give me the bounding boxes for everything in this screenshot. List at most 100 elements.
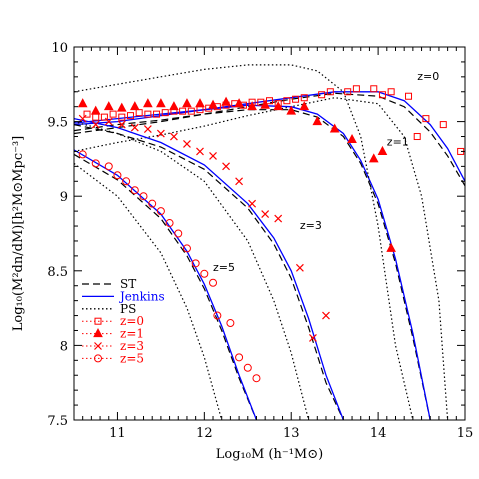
point-z=5	[191, 259, 200, 268]
point-z=0	[100, 113, 108, 121]
curve-st-z=3	[74, 124, 344, 420]
point-z=0	[439, 121, 447, 129]
curve-st-z=5	[74, 153, 258, 420]
curve-ps-z=0	[74, 97, 449, 420]
annotation-z=5: z=5	[213, 261, 235, 274]
point-z=1	[260, 99, 270, 109]
point-z=5	[104, 162, 113, 171]
point-z=3	[143, 125, 152, 133]
point-z=3	[309, 334, 317, 342]
y-tick-label: 9	[60, 190, 68, 205]
point-z=0	[326, 88, 334, 96]
point-z=0	[187, 107, 195, 115]
point-z=3	[261, 210, 270, 219]
point-z=0	[378, 91, 386, 99]
point-z=0	[300, 94, 308, 102]
point-z=0	[179, 107, 187, 115]
point-z=1	[90, 105, 101, 115]
x-tick-label: 13	[283, 426, 300, 441]
legend-marker-z=1	[93, 328, 103, 338]
point-z=3	[169, 132, 178, 141]
point-z=1	[195, 98, 205, 108]
point-z=3	[130, 123, 139, 132]
point-z=5	[113, 171, 122, 180]
point-z=1	[143, 98, 153, 108]
y-tick-label: 9.5	[47, 116, 68, 131]
point-z=5	[252, 374, 261, 383]
point-z=0	[292, 95, 300, 103]
point-z=3	[104, 117, 113, 126]
point-z=0	[153, 110, 161, 118]
point-z=0	[352, 85, 360, 93]
legend-label-z=3: z=3	[120, 339, 144, 353]
x-tick-label: 11	[109, 426, 126, 441]
point-z=0	[109, 110, 117, 118]
legend-label-st: ST	[120, 277, 136, 291]
curve-ps-z=5	[74, 162, 223, 420]
point-z=1	[156, 98, 166, 108]
curve-ps-z=3	[74, 121, 310, 420]
legend-marker-z=0	[94, 317, 102, 325]
x-tick-label: 14	[370, 426, 387, 441]
x-tick-label: 15	[457, 426, 474, 441]
point-z=0	[318, 91, 326, 99]
y-tick-label: 7.5	[47, 414, 68, 429]
point-z=3	[222, 162, 230, 171]
point-z=1	[386, 242, 396, 252]
point-z=0	[83, 110, 91, 118]
point-z=3	[91, 120, 100, 129]
point-z=1	[286, 105, 297, 115]
point-z=3	[78, 114, 87, 123]
point-z=3	[235, 177, 244, 186]
legend-label-z=1: z=1	[120, 327, 144, 341]
y-tick-label: 10	[51, 41, 68, 56]
point-z=1	[103, 101, 114, 111]
data-markers	[77, 85, 465, 383]
point-z=5	[213, 311, 222, 320]
point-z=1	[116, 102, 127, 112]
point-z=5	[235, 353, 244, 362]
point-z=0	[413, 133, 421, 141]
point-z=3	[274, 214, 283, 223]
point-z=0	[283, 97, 291, 105]
annotation-z=1: z=1	[387, 135, 409, 148]
point-z=5	[148, 199, 157, 208]
point-z=3	[295, 263, 304, 272]
point-z=1	[377, 145, 388, 155]
point-z=5	[130, 186, 139, 195]
y-axis-label: Log₁₀(M²dn/dM)[h²M⊙Mpc⁻³]	[11, 136, 26, 332]
point-z=1	[368, 153, 379, 163]
curve-ps-z=1	[74, 64, 414, 420]
y-tick-label: 8.5	[47, 265, 68, 280]
point-z=1	[129, 101, 140, 111]
point-z=1	[77, 98, 88, 108]
legend-label-jenkins: Jenkins	[118, 289, 165, 303]
point-z=5	[182, 244, 191, 253]
point-z=5	[122, 177, 131, 186]
point-z=1	[247, 101, 257, 111]
legend-marker-z=3	[94, 342, 102, 350]
legend-label-ps: PS	[120, 302, 136, 316]
point-z=5	[243, 363, 252, 372]
point-z=1	[221, 96, 231, 106]
point-z=0	[344, 88, 352, 96]
legend-marker-z=5	[94, 354, 102, 363]
curve-st-z=0	[74, 92, 465, 187]
point-z=3	[248, 199, 257, 208]
point-z=1	[169, 101, 179, 111]
point-z=5	[139, 192, 148, 201]
point-z=3	[183, 140, 191, 148]
point-z=3	[196, 147, 204, 156]
point-z=0	[118, 113, 126, 121]
point-z=5	[200, 269, 209, 278]
point-z=0	[405, 92, 413, 100]
point-z=3	[209, 151, 217, 160]
plot-frame	[73, 46, 466, 421]
point-z=1	[234, 98, 244, 108]
point-z=0	[144, 110, 152, 118]
point-z=3	[156, 129, 165, 138]
point-z=1	[208, 99, 218, 109]
legend-label-z=5: z=5	[120, 351, 144, 365]
